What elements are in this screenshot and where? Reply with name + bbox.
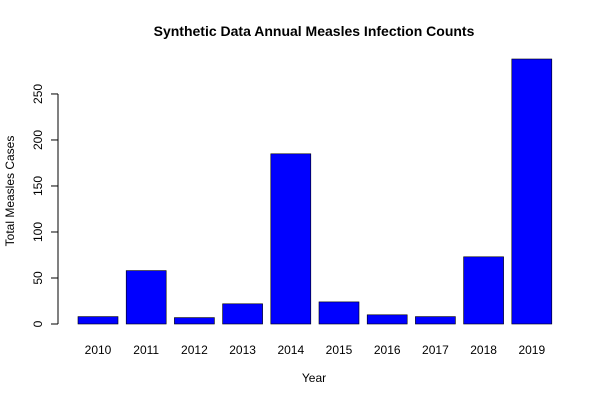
- x-axis-label: Year: [302, 371, 326, 385]
- x-tick-label-2014: 2014: [277, 343, 304, 357]
- x-tick-labels: 2010 2011 2012 2013 2014 2015 2016 2017 2018 2019: [85, 343, 546, 357]
- x-tick-label-2018: 2018: [470, 343, 497, 357]
- x-tick-label-2019: 2019: [518, 343, 545, 357]
- bars-group: [77, 58, 553, 325]
- y-axis-label: Total Measles Cases: [3, 136, 17, 247]
- y-tick-label-100: 100: [31, 222, 45, 242]
- bar-2019: [511, 58, 553, 325]
- y-tick-label-50: 50: [31, 271, 45, 285]
- bar-2017: [415, 316, 456, 325]
- y-tick-label-150: 150: [31, 176, 45, 196]
- x-tick-label-2015: 2015: [326, 343, 353, 357]
- chart-title: Synthetic Data Annual Measles Infection …: [154, 23, 475, 39]
- x-tick-label-2017: 2017: [422, 343, 449, 357]
- y-tick-label-0: 0: [31, 320, 45, 327]
- bar-2012: [174, 317, 215, 325]
- bar-2016: [366, 314, 408, 325]
- bar-2011: [125, 270, 167, 325]
- bar-2018: [463, 256, 504, 325]
- y-tick-label-200: 200: [31, 130, 45, 150]
- bar-2014: [270, 153, 312, 325]
- x-tick-label-2012: 2012: [181, 343, 208, 357]
- bar-2015: [318, 301, 360, 325]
- y-axis: 0 50 100 150 200 250: [31, 84, 59, 327]
- x-tick-label-2016: 2016: [374, 343, 401, 357]
- y-tick-label-250: 250: [31, 84, 45, 104]
- x-tick-label-2013: 2013: [229, 343, 256, 357]
- x-tick-label-2011: 2011: [133, 343, 159, 357]
- bar-2010: [77, 316, 119, 325]
- bar-2013: [222, 303, 263, 325]
- x-tick-label-2010: 2010: [85, 343, 112, 357]
